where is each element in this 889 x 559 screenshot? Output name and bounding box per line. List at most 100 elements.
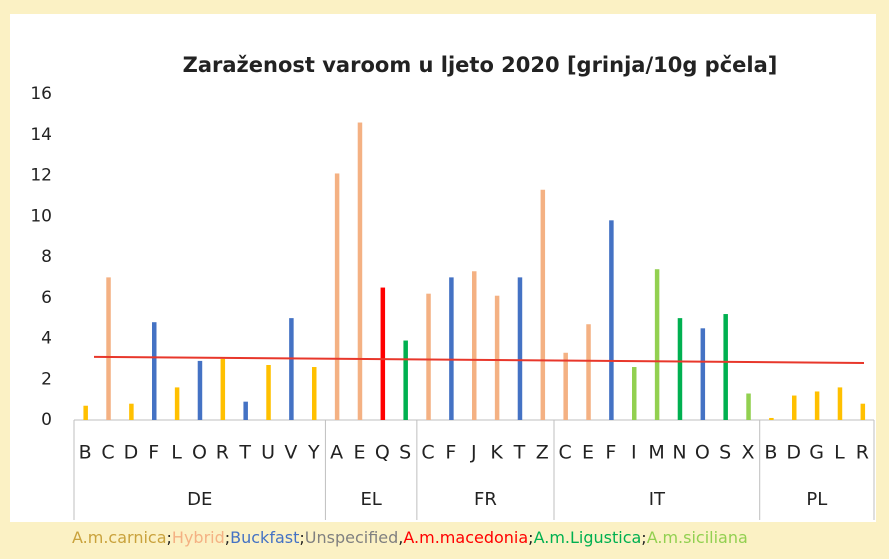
bar xyxy=(586,324,591,420)
x-tick-label: U xyxy=(261,442,275,464)
x-tick-label: I xyxy=(631,442,637,464)
bar xyxy=(494,295,500,420)
bar xyxy=(289,318,294,420)
x-tick-label: Y xyxy=(307,442,320,464)
x-tick-label: C xyxy=(101,442,115,464)
x-tick-label: D xyxy=(786,442,801,464)
bar xyxy=(106,277,111,420)
y-tick-label: 4 xyxy=(41,329,52,349)
legend-separator: ; xyxy=(528,528,533,547)
x-tick-label: N xyxy=(672,442,687,464)
bar xyxy=(334,173,340,420)
x-tick-label: F xyxy=(148,442,159,464)
trend-line xyxy=(93,355,865,364)
x-tick-label: L xyxy=(171,442,182,464)
y-tick-label: 16 xyxy=(30,84,52,104)
x-tick-label: Z xyxy=(536,442,550,464)
bar xyxy=(654,269,660,420)
legend-separator: ; xyxy=(167,528,172,547)
x-tick-label: S xyxy=(719,442,732,464)
legend-entry: A.m.Ligustica xyxy=(534,528,642,547)
chart-area xyxy=(10,14,876,522)
x-tick-label: B xyxy=(764,442,778,464)
bar xyxy=(380,287,386,420)
x-tick-label: C xyxy=(559,442,573,464)
bar xyxy=(860,403,866,420)
x-tick-label: X xyxy=(742,442,756,464)
bar xyxy=(723,314,728,420)
x-tick-label: Q xyxy=(375,442,390,464)
legend: A.m.carnica;Hybrid;Buckfast;Unspecified,… xyxy=(72,528,748,547)
legend-entry: Buckfast xyxy=(230,528,299,547)
bar xyxy=(792,395,797,420)
group-label: DE xyxy=(187,489,212,510)
legend-separator: ; xyxy=(299,528,304,547)
bar xyxy=(426,293,431,420)
bar xyxy=(83,405,88,420)
legend-entry: Hybrid xyxy=(172,528,225,547)
legend-entry: Unspecified xyxy=(305,528,399,547)
bar xyxy=(312,367,317,420)
bar xyxy=(769,417,774,420)
group-label: FR xyxy=(474,489,497,510)
y-tick-label: 14 xyxy=(30,125,52,145)
legend-entry: A.m.macedonia xyxy=(403,528,528,547)
y-tick-label: 6 xyxy=(41,288,52,308)
group-label: PL xyxy=(806,489,827,510)
x-tick-label: T xyxy=(513,442,526,464)
x-tick-label: E xyxy=(353,442,366,464)
legend-entry: A.m.carnica xyxy=(72,528,167,547)
legend-separator: , xyxy=(398,528,403,547)
x-tick-label: D xyxy=(124,442,139,464)
x-tick-label: B xyxy=(79,442,93,464)
group-label: EL xyxy=(360,489,381,510)
legend-separator: ; xyxy=(225,528,230,547)
legend-separator: ; xyxy=(641,528,646,547)
x-tick-label: J xyxy=(470,442,477,464)
x-tick-label: M xyxy=(648,442,665,464)
x-tick-label: E xyxy=(582,442,595,464)
bar xyxy=(609,220,614,420)
bar xyxy=(220,358,226,420)
x-tick-label: O xyxy=(192,442,207,464)
bar xyxy=(449,277,454,420)
bar xyxy=(540,189,546,420)
x-tick-label: S xyxy=(399,442,412,464)
bar xyxy=(632,367,637,420)
y-tick-label: 12 xyxy=(30,166,52,186)
bar xyxy=(129,403,134,420)
x-tick-label: V xyxy=(284,442,298,464)
x-tick-label: T xyxy=(238,442,251,464)
group-label: IT xyxy=(649,489,666,510)
x-tick-label: A xyxy=(330,442,344,464)
bar xyxy=(243,401,248,420)
y-tick-label: 8 xyxy=(41,247,52,267)
x-tick-label: K xyxy=(490,442,503,464)
x-tick-label: C xyxy=(421,442,435,464)
bar xyxy=(677,318,683,420)
x-tick-label: O xyxy=(695,442,710,464)
bar xyxy=(403,340,408,420)
y-tick-label: 10 xyxy=(30,206,52,226)
bar xyxy=(700,328,706,420)
bar xyxy=(357,122,363,421)
bar xyxy=(563,352,568,420)
bar xyxy=(746,393,751,420)
chart-title: Zaraženost varoom u ljeto 2020 [grinja/1… xyxy=(183,53,778,77)
bar xyxy=(266,364,271,420)
x-tick-label: F xyxy=(605,442,616,464)
x-tick-label: G xyxy=(809,442,824,464)
bar xyxy=(814,391,820,420)
x-tick-label: R xyxy=(856,442,870,464)
y-tick-label: 2 xyxy=(41,369,52,389)
x-tick-label: R xyxy=(216,442,230,464)
legend-entry: A.m.siciliana xyxy=(647,528,748,547)
bar xyxy=(197,360,203,420)
bar xyxy=(174,387,180,420)
bar xyxy=(152,322,157,420)
x-tick-label: F xyxy=(445,442,456,464)
bar xyxy=(517,277,523,420)
bar xyxy=(837,387,843,420)
